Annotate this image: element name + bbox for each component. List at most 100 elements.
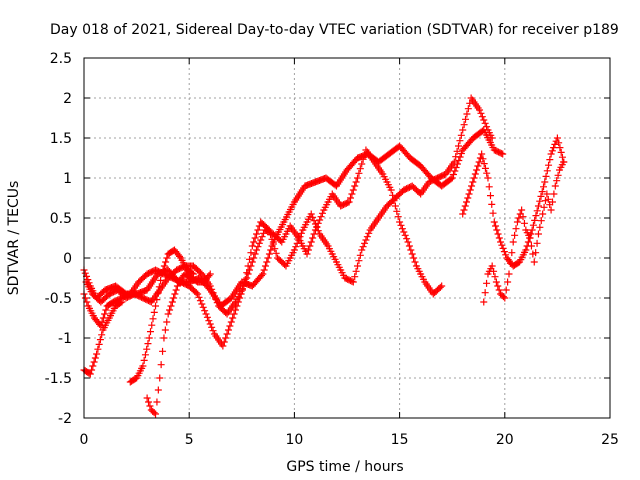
data-point-marker [150,308,158,316]
data-point-marker [251,250,259,258]
data-point-marker [146,402,154,410]
data-point-marker [163,254,171,262]
data-point-marker [553,177,561,185]
plot-frame [83,57,611,419]
data-point-marker [481,119,489,127]
data-point-marker [243,269,251,277]
data-point-marker [481,289,489,297]
data-point-marker [359,243,367,251]
data-point-marker [348,277,356,285]
data-point-marker [533,239,541,247]
data-point-marker [91,354,99,362]
data-point-marker [81,294,89,302]
data-point-marker [478,113,486,121]
data-point-marker [264,254,272,262]
data-point-marker [355,169,363,177]
data-point-marker [153,296,161,304]
data-point-marker [170,294,178,302]
data-point-marker [460,121,468,129]
data-point-marker [267,246,275,254]
data-point-marker [203,313,211,321]
data-point-marker [400,228,408,236]
data-point-marker [356,165,364,173]
data-point-marker [227,318,235,326]
data-point-marker [509,238,517,246]
data-point-marker [460,206,468,214]
data-point-marker [303,250,311,258]
y-tick-label: -0.5 [45,291,72,307]
data-point-marker [363,233,371,241]
data-point-marker [436,283,444,291]
data-point-marker [540,203,548,211]
data-point-marker [352,178,360,186]
data-point-marker [254,243,262,251]
data-point-marker [497,238,505,246]
data-point-marker [304,246,312,254]
data-point-marker [208,285,216,293]
data-point-marker [464,105,472,113]
data-point-marker [163,318,171,326]
data-point-marker [474,162,482,170]
data-point-marker [306,242,314,250]
y-tick-label: -1.5 [45,371,72,387]
data-point-marker [536,223,544,231]
data-point-marker [558,153,566,161]
x-tick-label: 5 [185,432,194,448]
data-point-marker [488,134,496,142]
data-point-marker [488,200,496,208]
data-point-marker [538,188,546,196]
data-point-marker [553,134,561,142]
data-point-marker [140,356,148,364]
data-point-marker [477,109,485,117]
data-point-marker [551,140,559,148]
data-point-marker [154,386,162,394]
data-point-marker [556,144,564,152]
data-point-marker [530,258,538,266]
data-point-marker [313,223,321,231]
data-point-marker [522,246,530,254]
data-point-marker [345,198,353,206]
series-trace-d [80,298,126,378]
data-point-marker [352,267,360,275]
data-point-marker [251,234,259,242]
data-point-marker [358,246,366,254]
data-point-marker [194,290,202,298]
data-point-marker [265,226,273,234]
data-point-marker [152,410,160,418]
data-point-marker [354,174,362,182]
data-point-marker [192,289,200,297]
data-point-marker [293,239,301,247]
data-point-marker [544,195,552,203]
data-point-marker [396,218,404,226]
data-point-marker [265,250,273,258]
data-point-marker [351,273,359,281]
data-point-marker [244,270,252,278]
data-point-marker [501,294,509,302]
data-point-marker [96,336,104,344]
data-point-marker [246,255,254,263]
data-point-marker [453,147,461,155]
x-tick-label: 20 [496,432,514,448]
data-point-marker [269,240,277,248]
data-point-marker [359,155,367,163]
y-axis-ticks: -2 -1.5 -1 -0.5 0 0.5 1 1.5 2 2.5 [45,51,610,427]
data-point-marker [88,366,96,374]
data-point-marker [532,212,540,220]
data-point-marker [253,230,261,238]
x-tick-label: 0 [80,432,89,448]
data-point-marker [470,174,478,182]
data-point-marker [164,310,172,318]
data-point-marker [490,267,498,275]
data-point-marker [311,220,319,228]
data-point-marker [557,148,565,156]
data-point-marker [410,254,418,262]
data-point-marker [219,342,227,350]
data-point-marker [459,126,467,134]
data-point-marker [456,137,464,145]
data-point-marker [223,330,231,338]
data-point-marker [480,298,488,306]
data-point-marker [508,249,516,257]
data-point-marker [307,210,315,218]
data-point-marker [150,409,158,417]
data-point-marker [387,186,395,194]
